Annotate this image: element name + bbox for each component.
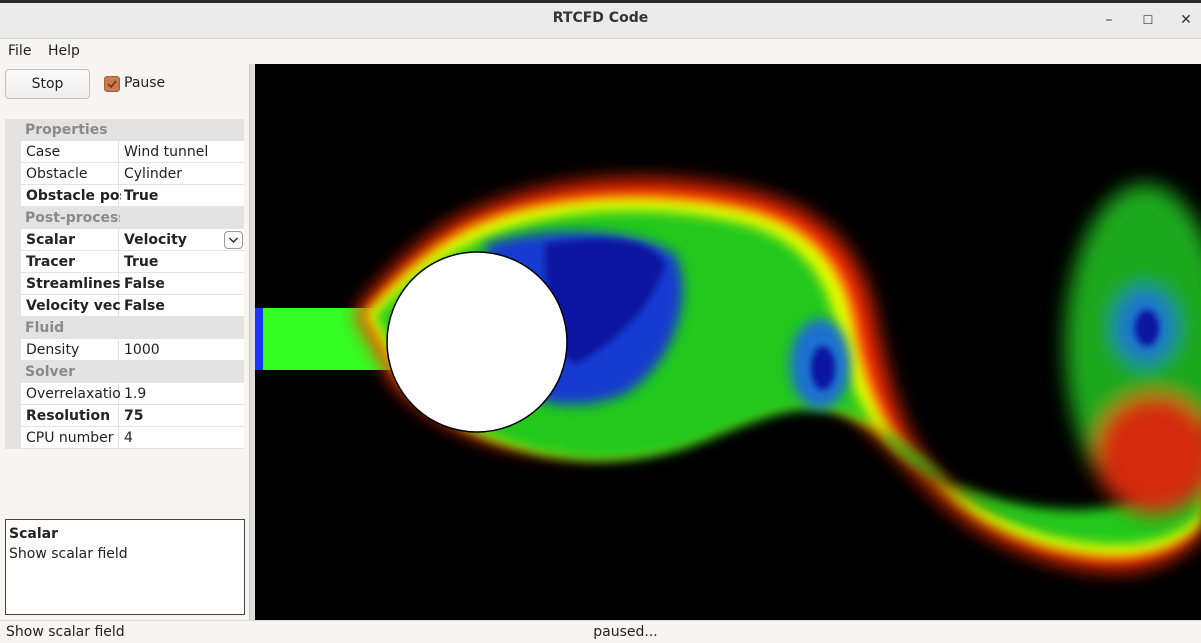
property-value[interactable]: True [124, 254, 159, 270]
property-row-resolution[interactable]: Resolution 75 [5, 405, 244, 427]
maximize-icon[interactable]: ☐ [1142, 13, 1154, 27]
property-row-scalar[interactable]: Scalar Velocity [5, 229, 244, 251]
property-name: Scalar [26, 232, 75, 248]
property-name: Obstacle pos [26, 188, 121, 204]
property-value[interactable]: Cylinder [124, 166, 182, 182]
property-name: CPU number [26, 430, 114, 446]
property-row-overrelaxation[interactable]: Overrelaxatio 1.9 [5, 383, 244, 405]
velocity-field-render [255, 64, 1201, 620]
title-bar: RTCFD Code – ☐ ✕ [0, 0, 1201, 39]
pause-label[interactable]: Pause [124, 75, 166, 91]
description-box: Scalar Show scalar field [5, 519, 245, 615]
left-panel: Stop Pause Properties Case Wind tunnel O… [0, 64, 250, 620]
category-fluid[interactable]: Fluid [5, 317, 244, 339]
property-grid: Properties Case Wind tunnel Obstacle Cyl… [5, 119, 244, 449]
simulation-viewport[interactable] [255, 64, 1201, 620]
property-value[interactable]: 1000 [124, 342, 160, 358]
property-value[interactable]: False [124, 298, 165, 314]
window-title: RTCFD Code [552, 10, 649, 26]
category-solver[interactable]: Solver [5, 361, 244, 383]
category-properties[interactable]: Properties [5, 119, 244, 141]
property-value[interactable]: 1.9 [124, 386, 147, 402]
property-row-obstacle[interactable]: Obstacle Cylinder [5, 163, 244, 185]
minimize-icon[interactable]: – [1105, 12, 1113, 28]
property-row-streamlines[interactable]: Streamlines False [5, 273, 244, 295]
property-value[interactable]: True [124, 188, 159, 204]
property-row-tracer[interactable]: Tracer True [5, 251, 244, 273]
property-name: Density [26, 342, 80, 358]
cylinder-obstacle [386, 251, 568, 433]
check-icon [107, 80, 117, 89]
category-post-processing[interactable]: Post-processing [5, 207, 244, 229]
property-value[interactable]: 75 [124, 408, 144, 424]
property-row-velocity-vect[interactable]: Velocity vect False [5, 295, 244, 317]
property-row-obstacle-pos[interactable]: Obstacle pos True [5, 185, 244, 207]
panel-splitter[interactable] [249, 64, 255, 620]
property-name: Velocity vect [26, 298, 121, 314]
chevron-down-icon[interactable] [224, 231, 243, 249]
menu-help[interactable]: Help [48, 43, 80, 59]
pause-checkbox[interactable] [104, 76, 120, 92]
menu-bar: File Help [0, 39, 1201, 64]
description-title: Scalar [9, 526, 58, 542]
background-terminal-strip [0, 0, 1201, 3]
property-value[interactable]: False [124, 276, 165, 292]
property-row-cpu-number[interactable]: CPU number 4 [5, 427, 244, 449]
close-icon[interactable]: ✕ [1180, 12, 1192, 28]
property-value[interactable]: Wind tunnel [124, 144, 209, 160]
status-bar: Show scalar field paused... [0, 620, 1201, 643]
menu-file[interactable]: File [8, 43, 32, 59]
status-state: paused... [593, 624, 658, 640]
stop-button[interactable]: Stop [5, 69, 90, 99]
property-row-density[interactable]: Density 1000 [5, 339, 244, 361]
property-name: Case [26, 144, 61, 160]
property-row-case[interactable]: Case Wind tunnel [5, 141, 244, 163]
property-name: Obstacle [26, 166, 88, 182]
property-name: Overrelaxatio [26, 386, 121, 402]
scalar-select[interactable]: Velocity [124, 232, 187, 248]
description-text: Show scalar field [9, 546, 128, 562]
status-message: Show scalar field [6, 624, 125, 640]
property-name: Tracer [26, 254, 76, 270]
property-name: Streamlines [26, 276, 121, 292]
property-value[interactable]: 4 [124, 430, 133, 446]
property-name: Resolution [26, 408, 111, 424]
